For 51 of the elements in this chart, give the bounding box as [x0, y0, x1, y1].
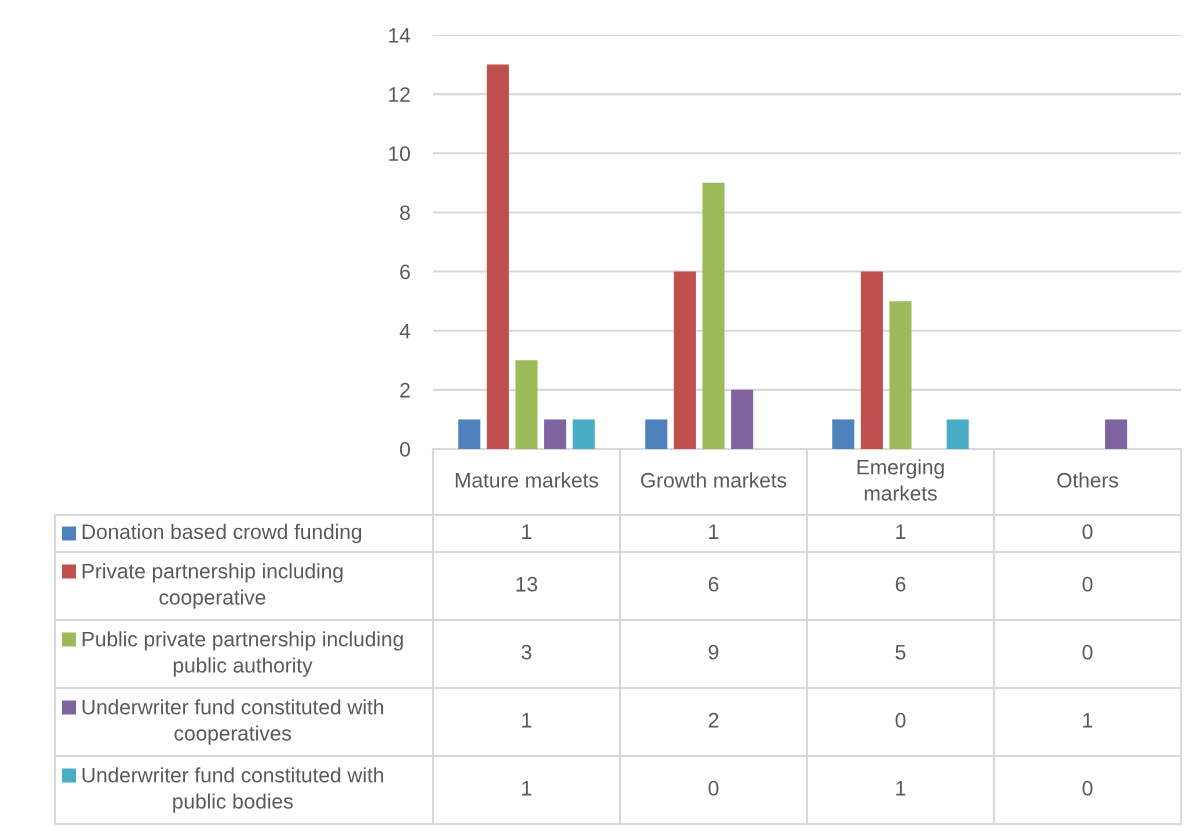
y-tick-label: 10 [389, 146, 410, 162]
legend-label: Public private partnership including public authority [82, 631, 403, 677]
data-label: 0 [1082, 524, 1093, 540]
x-tick-label: Others [1057, 472, 1119, 488]
data-label: 1 [1083, 713, 1093, 728]
y-tick-label: 14 [389, 28, 411, 43]
bar [458, 419, 481, 449]
data-label: 0 [1082, 576, 1093, 592]
y-tick-label: 2 [400, 382, 410, 398]
data-label: 6 [708, 576, 719, 592]
data-label: 1 [522, 713, 532, 728]
legend-label: Private partnership including cooperative [82, 563, 343, 609]
y-tick-label: 6 [400, 264, 410, 280]
data-label: 1 [896, 781, 906, 796]
data-label: 1 [896, 524, 906, 539]
y-tick-label: 0 [400, 442, 410, 457]
y-tick-label: 12 [389, 87, 410, 102]
legend-label: Underwriter fund constituted with cooperatives [82, 699, 384, 745]
data-label: 5 [895, 645, 906, 660]
data-label: 9 [708, 644, 719, 660]
bar [544, 419, 567, 449]
data-label: 2 [708, 712, 719, 728]
y-tick-label: 8 [400, 205, 410, 221]
data-label: 3 [521, 644, 532, 660]
data-label: 13 [516, 576, 538, 592]
bar [1105, 419, 1128, 449]
data-label: 1 [522, 781, 532, 796]
bar [515, 360, 538, 449]
bar [946, 419, 969, 449]
x-tick-label: Mature markets [455, 472, 599, 488]
data-label: 1 [709, 524, 719, 539]
bar [832, 419, 855, 449]
bar [889, 301, 912, 449]
data-label: 1 [522, 524, 532, 539]
data-label: 6 [895, 576, 906, 592]
bar [860, 271, 883, 449]
data-label: 0 [1082, 644, 1093, 660]
x-tick-label: Emerging markets [857, 459, 944, 501]
data-label: 0 [895, 712, 906, 728]
bar [486, 64, 509, 449]
bar [673, 271, 696, 449]
legend-label: Donation based crowd funding [82, 523, 362, 544]
bar [702, 182, 725, 449]
data-label: 0 [1082, 780, 1093, 796]
bar [645, 419, 668, 449]
bar [731, 389, 754, 449]
legend-label: Underwriter fund constituted with public bodies [82, 767, 384, 813]
x-tick-label: Growth markets [641, 472, 787, 488]
data-label: 0 [708, 780, 719, 796]
bar [572, 419, 595, 449]
y-tick-label: 4 [399, 323, 411, 339]
